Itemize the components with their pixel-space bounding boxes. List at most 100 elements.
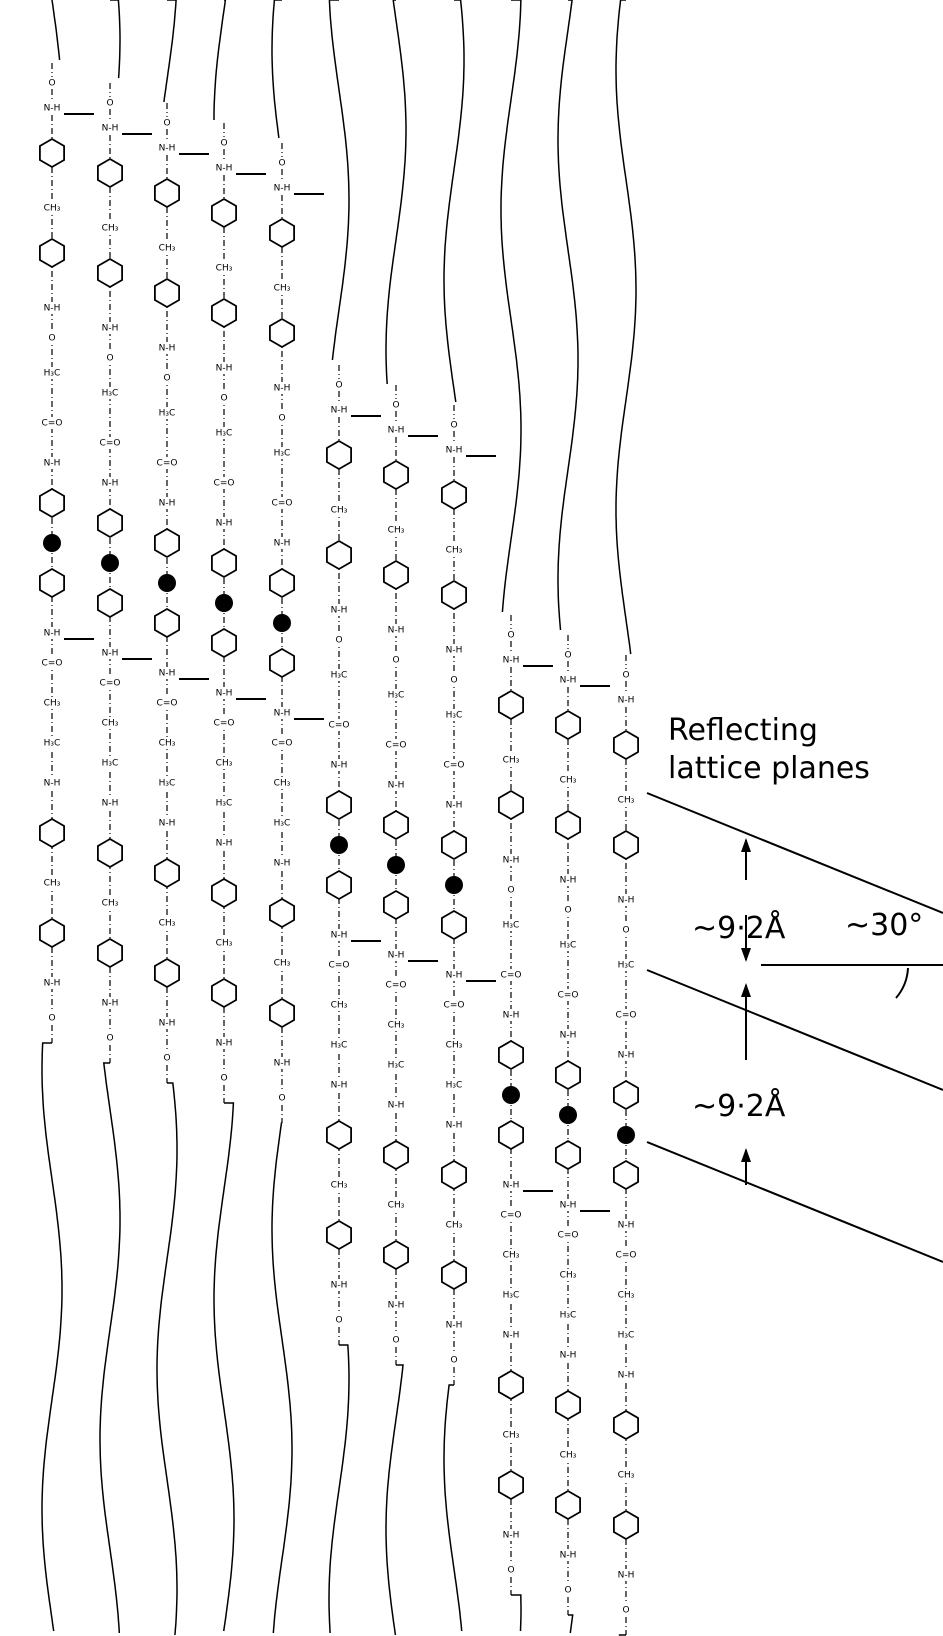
group-label: N-H [560,676,577,686]
group-label: C=O [42,659,63,669]
benzene-ring [270,219,294,247]
group-label: CH₃ [274,959,291,969]
benzene-ring [212,629,236,657]
wavy-chain [214,1103,234,1631]
group-label: H₃C [44,739,61,749]
group-label: H₃C [446,711,463,721]
benzene-ring [384,561,408,589]
benzene-ring [327,791,351,819]
group-label: N-H [388,1101,405,1111]
group-label: N-H [446,971,463,981]
benzene-ring [499,1041,523,1069]
group-label: CH₃ [331,506,348,516]
group-label: CH₃ [331,1181,348,1191]
wavy-chain [157,1083,177,1635]
group-label: N-H [44,104,61,114]
benzene-ring [212,979,236,1007]
group-label: H₃C [159,779,176,789]
benzene-ring [556,1141,580,1169]
group-label: N-H [560,1551,577,1561]
benzene-ring [40,819,64,847]
wavy-chain [164,0,176,102]
group-label: N-H [331,606,348,616]
benzene-ring [384,461,408,489]
group-label: O [507,1566,514,1576]
arrow-head [741,1148,751,1162]
group-label: N-H [159,344,176,354]
group-label: N-H [503,1331,520,1341]
group-label: N-H [618,696,635,706]
group-label: N-H [503,856,520,866]
benzene-ring [155,959,179,987]
group-label: N-H [388,951,405,961]
group-label: C=O [214,479,235,489]
group-label: CH₃ [503,1251,520,1261]
group-label: CH₃ [618,796,635,806]
group-label: N-H [388,426,405,436]
benzene-ring [327,1221,351,1249]
group-label: O [564,906,571,916]
benzene-ring [614,1511,638,1539]
benzene-ring [384,1241,408,1269]
filled-group [273,614,291,632]
wavy-chain [616,0,636,654]
group-label: H₃C [503,921,520,931]
group-label: N-H [216,364,233,374]
group-label: N-H [274,859,291,869]
benzene-ring [40,239,64,267]
group-label: N-H [44,779,61,789]
group-label: C=O [157,699,178,709]
group-label: H₃C [446,1081,463,1091]
group-label: N-H [388,626,405,636]
group-label: CH₃ [44,879,61,889]
group-label: O [106,354,113,364]
group-label: C=O [616,1011,637,1021]
benzene-ring [384,891,408,919]
group-label: O [622,671,629,681]
group-label: CH₃ [44,204,61,214]
group-label: O [450,676,457,686]
group-label: CH₃ [331,1001,348,1011]
group-label: C=O [157,459,178,469]
benzene-ring [270,319,294,347]
group-label: O [48,1014,55,1024]
group-label: N-H [388,781,405,791]
lattice-plane [647,1142,943,1262]
group-label: CH₃ [446,546,463,556]
wavy-chain [100,1063,120,1633]
benzene-ring [327,871,351,899]
group-label: O [220,394,227,404]
group-label: C=O [329,961,350,971]
group-label: N-H [560,1031,577,1041]
benzene-ring [212,299,236,327]
group-label: H₃C [560,941,577,951]
group-label: N-H [102,799,119,809]
group-label: O [392,656,399,666]
group-label: CH₃ [618,1471,635,1481]
group-label: N-H [274,184,291,194]
group-label: C=O [616,1251,637,1261]
group-label: O [564,1586,571,1596]
benzene-ring [384,811,408,839]
group-label: C=O [272,499,293,509]
group-label: N-H [560,1201,577,1211]
benzene-ring [442,581,466,609]
group-label: N-H [331,1081,348,1091]
group-label: N-H [44,979,61,989]
wavy-chain [444,0,464,402]
group-label: O [278,159,285,169]
group-label: N-H [274,384,291,394]
group-label: C=O [386,741,407,751]
group-label: O [564,651,571,661]
benzene-ring [614,1161,638,1189]
group-label: C=O [501,971,522,981]
diagram: Reflecting lattice planes ~9·2Å ~9·2Å ~3… [0,0,943,1636]
benzene-ring [155,609,179,637]
group-label: N-H [102,324,119,334]
group-label: N-H [446,446,463,456]
group-label: O [220,139,227,149]
group-label: CH₃ [388,1201,405,1211]
group-label: H₃C [560,1311,577,1321]
group-label: N-H [503,1181,520,1191]
benzene-ring [327,441,351,469]
